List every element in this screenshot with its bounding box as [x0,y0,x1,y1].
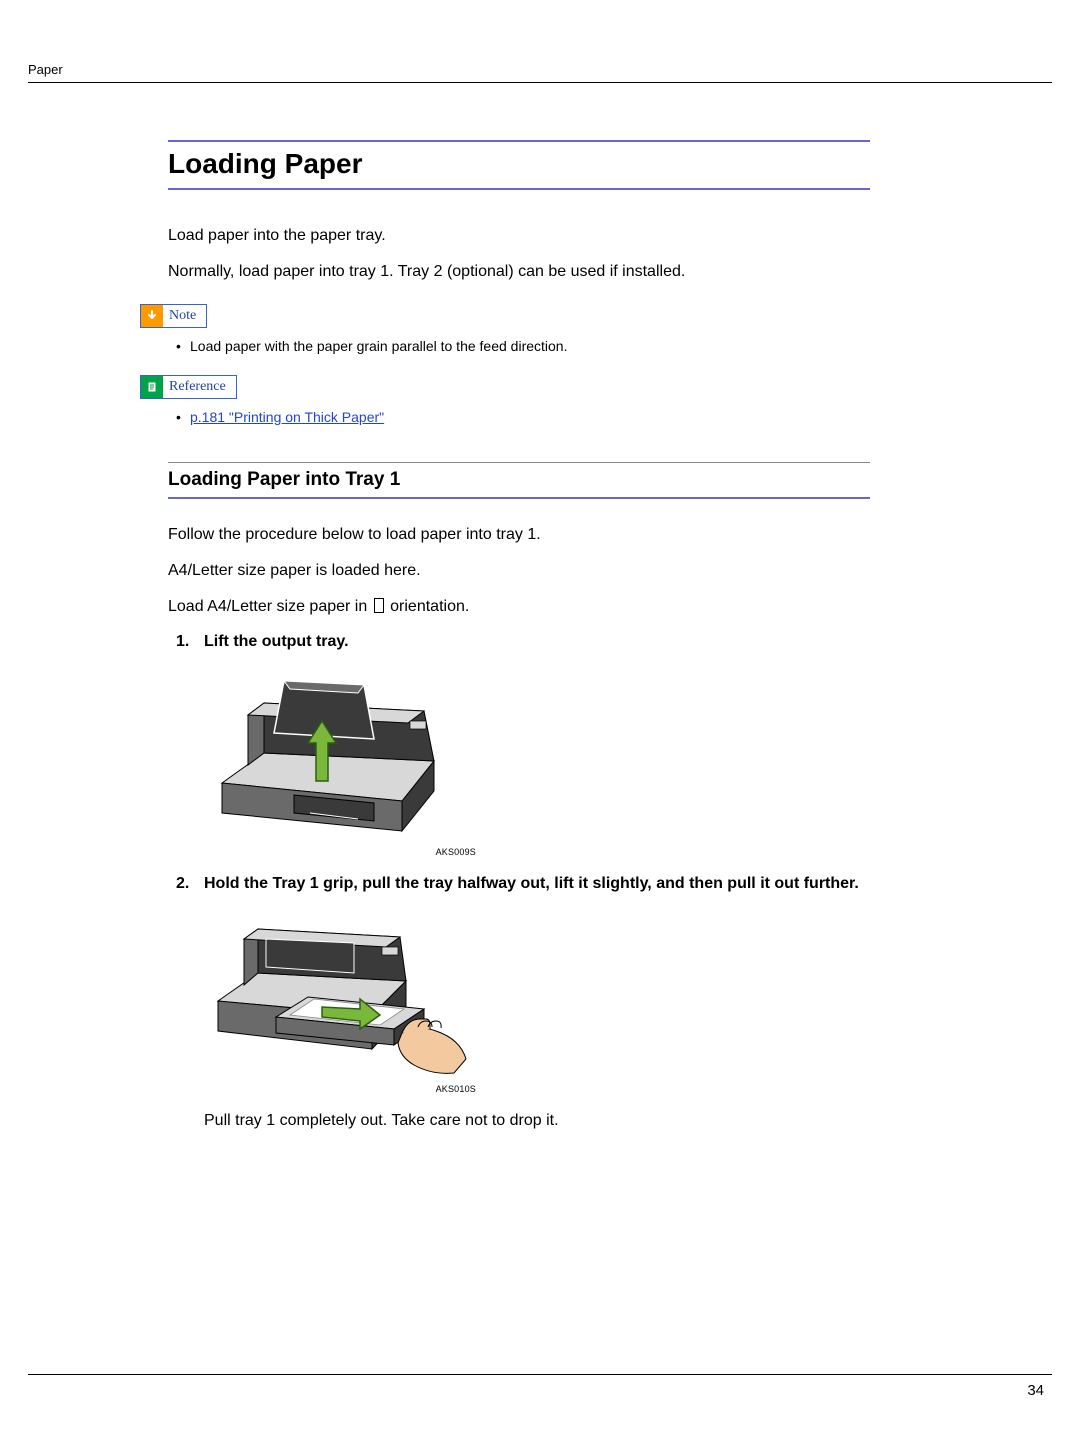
note-item: Load paper with the paper grain parallel… [168,336,870,357]
orient-prefix: Load A4/Letter size paper in [168,598,372,615]
sub-intro-paragraph: Follow the procedure below to load paper… [168,523,870,547]
orient-suffix: orientation. [386,598,470,615]
hand-illustration [398,1019,466,1073]
orientation-line: Load A4/Letter size paper in orientation… [168,595,870,619]
title-block: Loading Paper [168,140,870,190]
step-item: Lift the output tray. [168,633,870,857]
step-item: Hold the Tray 1 grip, pull the tray half… [168,875,870,1130]
step-subtext: Pull tray 1 completely out. Take care no… [204,1112,870,1130]
page-number: 34 [1027,1382,1044,1399]
reference-callout: Reference [140,375,237,399]
intro-paragraph: Normally, load paper into tray 1. Tray 2… [168,260,870,284]
running-header: Paper [28,62,63,77]
header-rule [28,82,1052,83]
content-area: Loading Paper Load paper into the paper … [168,140,870,1148]
step-title: Lift the output tray. [204,633,870,651]
reference-item: p.181 "Printing on Thick Paper" [168,407,870,428]
reference-list: p.181 "Printing on Thick Paper" [168,407,870,428]
page: Paper Loading Paper Load paper into the … [0,0,1080,1437]
note-list: Load paper with the paper grain parallel… [168,336,870,357]
figure-id: AKS010S [204,1084,476,1094]
printer-illustration [204,663,476,843]
portrait-icon [374,598,384,613]
reference-link[interactable]: p.181 "Printing on Thick Paper" [190,409,384,425]
subheading-block: Loading Paper into Tray 1 [168,462,870,499]
figure: AKS009S [204,663,870,857]
footer-rule [28,1374,1052,1375]
intro-paragraph: Load paper into the paper tray. [168,224,870,248]
printer-illustration [204,905,476,1080]
page-title: Loading Paper [168,148,870,180]
sub-intro-paragraph: A4/Letter size paper is loaded here. [168,559,870,583]
figure-id: AKS009S [204,847,476,857]
down-arrow-icon [141,305,163,327]
step-title: Hold the Tray 1 grip, pull the tray half… [204,875,870,893]
subheading: Loading Paper into Tray 1 [168,469,870,491]
steps-list: Lift the output tray. [168,633,870,1130]
reference-label: Reference [163,376,236,398]
note-label: Note [163,305,206,327]
note-callout: Note [140,304,207,328]
figure: AKS010S [204,905,870,1094]
page-icon [141,376,163,398]
